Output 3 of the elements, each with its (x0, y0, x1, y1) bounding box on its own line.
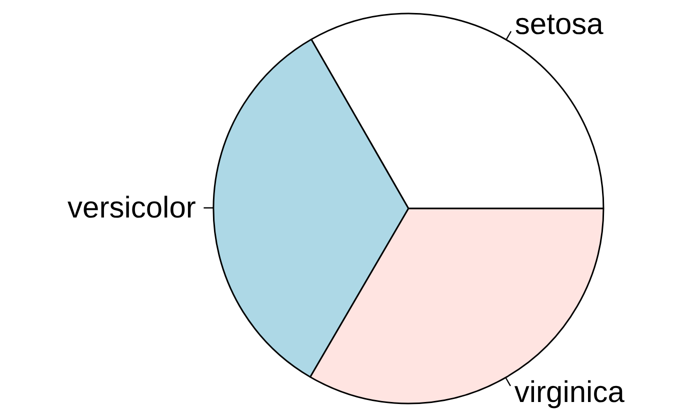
slice-label: versicolor (68, 191, 196, 224)
slice-label: virginica (514, 376, 625, 410)
slice-label: setosa (514, 8, 604, 42)
